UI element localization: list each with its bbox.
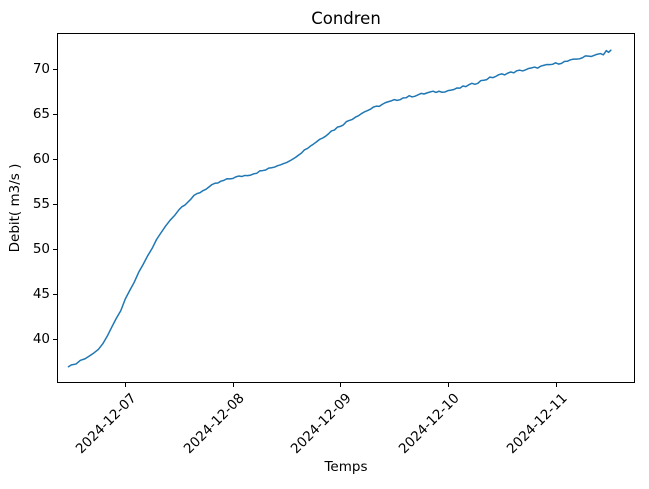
x-tick-mark bbox=[448, 383, 449, 387]
y-tick-mark bbox=[53, 69, 57, 71]
x-tick-mark bbox=[125, 383, 127, 387]
x-tick-label: 2024-12-10 bbox=[395, 390, 463, 458]
x-tick-mark bbox=[555, 383, 557, 387]
x-tick-label: 2024-12-08 bbox=[180, 390, 248, 458]
y-tick-mark bbox=[53, 204, 57, 205]
x-tick-label: 2024-12-11 bbox=[503, 390, 571, 458]
y-tick-mark bbox=[53, 248, 57, 250]
y-tick-mark bbox=[53, 114, 57, 115]
y-tick-label: 65 bbox=[32, 106, 50, 122]
y-tick-mark bbox=[53, 293, 57, 295]
y-tick-label: 60 bbox=[32, 151, 50, 167]
data-line-canvas bbox=[67, 49, 612, 368]
y-tick-label: 40 bbox=[32, 330, 50, 347]
plot-area bbox=[57, 33, 635, 383]
x-tick-mark bbox=[340, 383, 342, 387]
x-axis-label: Temps bbox=[324, 459, 368, 475]
chart-title: Condren bbox=[311, 9, 381, 28]
y-tick-label: 55 bbox=[32, 196, 50, 212]
y-tick-label: 70 bbox=[32, 61, 50, 78]
x-tick-label: 2024-12-09 bbox=[288, 390, 355, 458]
data-line bbox=[67, 49, 612, 368]
y-tick-mark bbox=[53, 338, 57, 340]
x-tick-mark bbox=[232, 383, 234, 387]
y-tick-label: 50 bbox=[32, 240, 50, 257]
y-tick-mark bbox=[53, 159, 57, 160]
x-tick-label: 2024-12-07 bbox=[72, 390, 140, 458]
y-tick-label: 45 bbox=[32, 285, 50, 302]
